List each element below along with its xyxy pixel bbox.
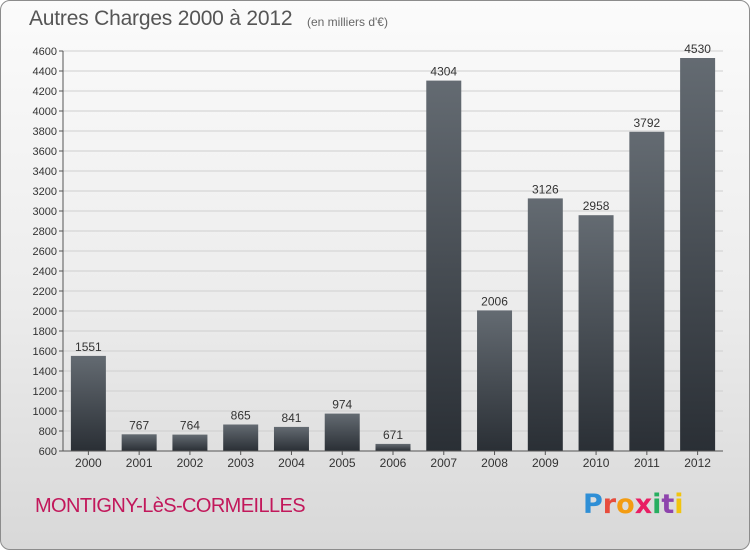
y-tick-label: 800 (39, 426, 57, 438)
x-tick-label: 2007 (430, 456, 457, 470)
proxiti-logo: Proxiti (583, 489, 684, 520)
y-tick-label: 1200 (33, 386, 57, 398)
bars: 1551 767 764 865 841 974 671 4304 2006 3126 2958 37… (70, 42, 716, 452)
x-tick-label: 2009 (532, 456, 559, 470)
data-label: 764 (180, 419, 200, 433)
data-label: 2006 (481, 294, 508, 308)
brand-letter: o (616, 489, 635, 520)
y-tick-label: 4000 (33, 106, 57, 118)
x-tick-label: 2006 (380, 456, 407, 470)
brand-letter: i (674, 489, 684, 520)
x-tick-label: 2002 (177, 456, 204, 470)
y-axis: 600 800 1000 1200 1400 1600 1800 2000 2200 2400 26… (33, 46, 64, 458)
brand-letter: t (661, 489, 675, 520)
x-tick-label: 2000 (75, 456, 102, 470)
brand-letter: r (602, 489, 617, 520)
x-tick-label: 2012 (684, 456, 711, 470)
bar (629, 131, 665, 452)
bar (477, 310, 513, 451)
bar (223, 424, 259, 451)
y-tick-label: 3400 (33, 166, 57, 178)
bar (70, 355, 106, 451)
bar (121, 434, 157, 451)
x-tick-label: 2011 (634, 456, 660, 470)
data-label: 4304 (430, 65, 457, 79)
y-tick-label: 1800 (33, 326, 57, 338)
y-tick-label: 3800 (33, 126, 57, 138)
data-label: 974 (332, 398, 352, 412)
bar (172, 434, 208, 451)
data-label: 1551 (75, 340, 102, 354)
data-label: 767 (129, 418, 149, 432)
data-label: 4530 (684, 42, 711, 56)
y-tick-label: 4200 (33, 86, 57, 98)
y-tick-label: 3600 (33, 146, 57, 158)
bar (578, 215, 614, 451)
data-label: 2958 (583, 199, 610, 213)
brand-letter: i (652, 489, 662, 520)
y-tick-label: 3200 (33, 186, 57, 198)
y-tick-label: 2800 (33, 226, 57, 238)
y-tick-label: 1000 (33, 406, 57, 418)
y-tick-label: 1400 (33, 366, 57, 378)
bar (426, 80, 462, 451)
brand-letter: P (583, 489, 603, 520)
x-tick-label: 2010 (583, 456, 610, 470)
bar (527, 198, 563, 451)
x-tick-label: 2001 (126, 456, 153, 470)
y-tick-label: 3000 (33, 206, 57, 218)
x-tick-label: 2005 (329, 456, 356, 470)
y-tick-label: 2000 (33, 306, 57, 318)
chart-title: Autres Charges 2000 à 2012 (29, 7, 293, 30)
y-tick-label: 600 (39, 446, 57, 458)
bar (680, 58, 716, 451)
data-label: 841 (281, 411, 301, 425)
data-label: 671 (383, 428, 403, 442)
x-axis: 2000 2001 2002 2003 2004 2005 2006 2007 2008 2009… (63, 450, 723, 470)
x-tick-label: 2004 (278, 456, 305, 470)
grid-lines (63, 50, 723, 452)
data-label: 3126 (532, 182, 559, 196)
y-tick-label: 4600 (33, 46, 57, 58)
chart-subtitle: (en milliers d'€) (307, 15, 388, 29)
y-tick-label: 2200 (33, 286, 57, 298)
y-tick-label: 4400 (33, 66, 57, 78)
bar (273, 426, 309, 451)
brand-letter: x (634, 489, 653, 520)
y-tick-label: 1600 (33, 346, 57, 358)
bar (375, 443, 411, 451)
y-tick-label: 2600 (33, 246, 57, 258)
data-label: 3792 (633, 116, 660, 130)
commune-name: MONTIGNY-LèS-CORMEILLES (35, 495, 306, 517)
x-tick-label: 2003 (227, 456, 254, 470)
y-tick-label: 2400 (33, 266, 57, 278)
data-label: 865 (231, 409, 251, 423)
x-tick-label: 2008 (481, 456, 508, 470)
bar (324, 413, 360, 451)
